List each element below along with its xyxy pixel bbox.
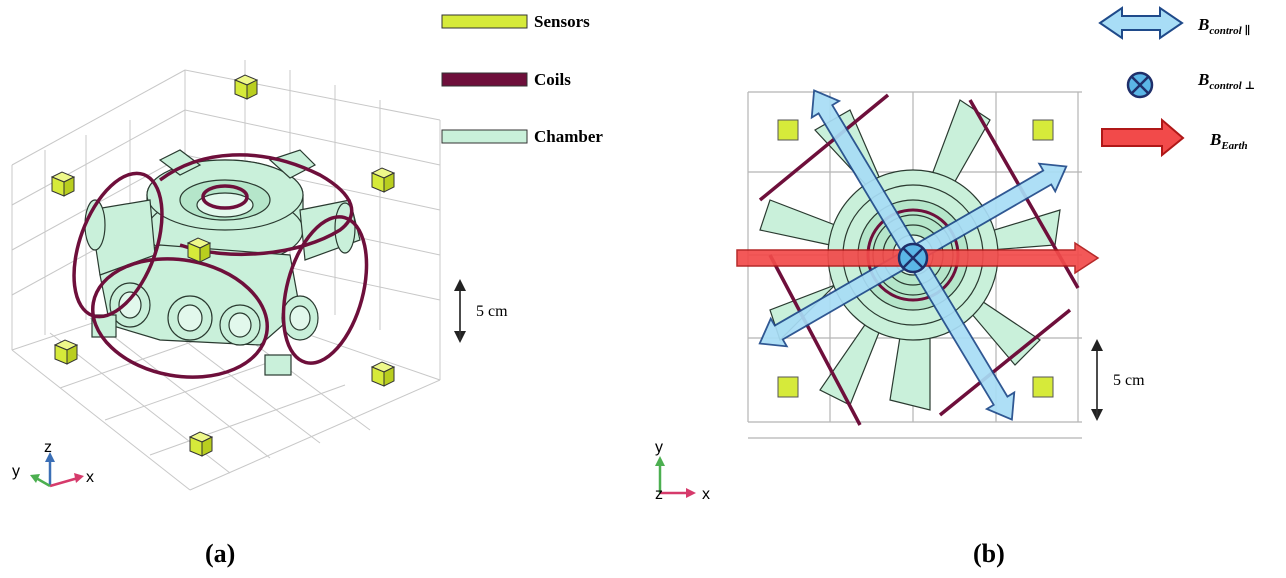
panel-a: 5 cm z y x (a) xyxy=(11,60,508,568)
sensor-cube xyxy=(53,339,79,365)
legend-control-parallel-label: Bcontrol ∥ xyxy=(1197,15,1250,37)
caption-b: (b) xyxy=(973,539,1005,568)
sensor-cube xyxy=(188,431,214,457)
legend-sensors-label: Sensors xyxy=(534,12,590,31)
coil-back xyxy=(158,153,354,257)
legend-coils-label: Coils xyxy=(534,70,571,89)
legend-earth-arrow xyxy=(1101,117,1185,158)
legend-control-perp-label: Bcontrol ⊥ xyxy=(1197,70,1255,92)
sensor-cube xyxy=(186,237,212,263)
legend-earth-label: BEarth xyxy=(1209,130,1248,152)
legend-control-parallel-arrow xyxy=(1098,6,1184,40)
caption-a: (a) xyxy=(205,539,235,568)
scale-bar-a: 5 cm xyxy=(454,279,508,343)
legend-coils-swatch xyxy=(441,72,528,87)
sensor-cube xyxy=(233,74,259,100)
sensor-square xyxy=(1032,376,1054,398)
sensor-cube xyxy=(370,167,396,193)
legend-chamber-label: Chamber xyxy=(534,127,603,146)
scale-bar-b: 5 cm xyxy=(1091,339,1145,421)
sensor-square xyxy=(777,376,799,398)
panel-b: 5 cm y z x (b) xyxy=(655,89,1145,568)
axis-y-label-b: y xyxy=(655,439,663,456)
coil-front xyxy=(91,257,269,379)
axes-triad-a: z y x xyxy=(12,439,94,488)
coil-right xyxy=(281,215,369,365)
legend-sensors-swatch xyxy=(441,14,528,29)
control-perp-center-symbol xyxy=(897,242,929,274)
axis-y-label: y xyxy=(12,463,20,480)
sensor-cube xyxy=(370,361,396,387)
sensors-top xyxy=(777,119,1054,398)
legend-control-perp-symbol xyxy=(1126,71,1154,99)
scale-label-b: 5 cm xyxy=(1113,372,1145,389)
axis-z-label-b: z xyxy=(655,486,663,503)
scale-label-a: 5 cm xyxy=(476,303,508,320)
legend-fields: Bcontrol ∥ Bcontrol ⊥ BEarth xyxy=(1098,6,1255,158)
sensors-3d xyxy=(50,74,396,457)
coils-3d xyxy=(72,153,369,379)
sensor-square xyxy=(777,119,799,141)
sensor-cube xyxy=(50,171,76,197)
axis-x-label-b: x xyxy=(702,486,710,503)
axes-triad-b: y z x xyxy=(655,439,710,503)
sensor-square xyxy=(1032,119,1054,141)
axis-z-label: z xyxy=(44,439,52,456)
chamber-3d xyxy=(84,149,361,376)
axis-x-label: x xyxy=(86,469,94,486)
coil-top xyxy=(201,184,249,210)
legend: Sensors Coils Chamber xyxy=(441,12,603,146)
legend-chamber-swatch xyxy=(441,129,528,144)
